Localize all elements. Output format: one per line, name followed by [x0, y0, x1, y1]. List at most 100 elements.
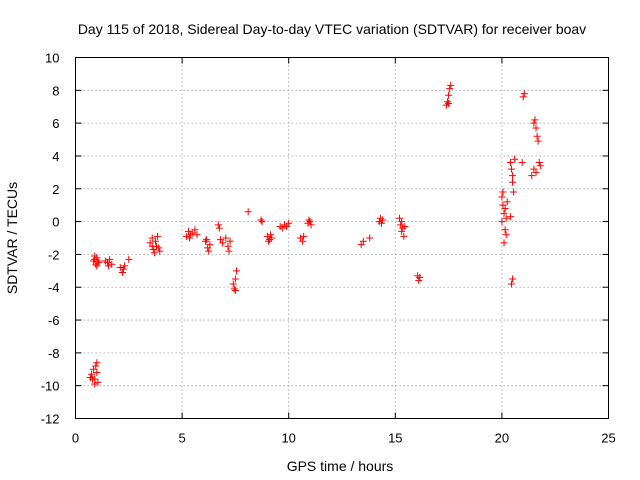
- data-point: [305, 216, 313, 224]
- data-point: [106, 255, 114, 263]
- y-tick-label: -2: [48, 247, 60, 262]
- data-point: [148, 234, 156, 242]
- data-point: [215, 224, 223, 232]
- data-point: [506, 159, 514, 167]
- data-point: [377, 219, 385, 227]
- y-tick-label: 8: [52, 83, 59, 98]
- data-point: [108, 260, 116, 268]
- data-point: [121, 262, 129, 270]
- data-point: [257, 216, 265, 224]
- data-point: [93, 262, 101, 270]
- data-point: [500, 239, 508, 247]
- y-tick-label: -6: [48, 313, 60, 328]
- data-point: [507, 165, 515, 173]
- data-point: [105, 262, 113, 270]
- y-tick-label: 2: [52, 182, 59, 197]
- data-point: [447, 81, 455, 89]
- data-point: [149, 245, 157, 253]
- data-point: [503, 198, 511, 206]
- y-tick-label: -12: [41, 412, 60, 427]
- data-point: [226, 237, 234, 245]
- chart-title: Day 115 of 2018, Sidereal Day-to-day VTE…: [78, 21, 586, 37]
- x-axis-label: GPS time / hours: [287, 458, 394, 474]
- data-point: [91, 380, 99, 388]
- data-point: [299, 237, 307, 245]
- data-point: [506, 213, 514, 221]
- data-point: [535, 159, 543, 167]
- data-point: [264, 237, 272, 245]
- data-point: [87, 370, 95, 378]
- data-point: [520, 90, 528, 98]
- data-point: [268, 234, 276, 242]
- data-point: [444, 98, 452, 106]
- y-tick-label: -10: [41, 379, 60, 394]
- data-point: [118, 268, 126, 276]
- data-point: [205, 247, 213, 255]
- plot-frame: [75, 57, 609, 419]
- data-point: [231, 275, 239, 283]
- data-point: [498, 193, 506, 201]
- data-point: [536, 162, 544, 170]
- data-point: [206, 241, 214, 249]
- data-point: [400, 232, 408, 240]
- data-point: [125, 255, 133, 263]
- data-point: [148, 242, 156, 250]
- data-point: [307, 221, 315, 229]
- data-point: [510, 188, 518, 196]
- y-tick-label: 10: [45, 51, 59, 66]
- data-point: [502, 231, 510, 239]
- data-point: [224, 242, 232, 250]
- data-point: [94, 257, 102, 265]
- data-point: [501, 226, 509, 234]
- data-point: [398, 227, 406, 235]
- data-point: [155, 244, 163, 252]
- y-tick-label: 0: [52, 215, 59, 230]
- data-point: [258, 218, 266, 226]
- data-point: [507, 280, 515, 288]
- data-point: [532, 168, 540, 176]
- data-point: [511, 155, 519, 163]
- y-tick-label: -4: [48, 280, 60, 295]
- data-point: [366, 234, 374, 242]
- data-point: [186, 234, 194, 242]
- data-point: [232, 267, 240, 275]
- y-axis-label: SDTVAR / TECUs: [4, 182, 20, 294]
- data-point: [202, 237, 210, 245]
- data-point: [502, 214, 510, 222]
- data-point: [93, 359, 101, 367]
- x-tick-label: 25: [601, 431, 615, 446]
- data-point: [415, 277, 423, 285]
- data-point: [267, 231, 275, 239]
- x-tick-labels: 0 5 10 15 20 25: [72, 431, 616, 446]
- data-point: [306, 218, 314, 226]
- x-tick-label: 15: [388, 431, 402, 446]
- y-tick-label: 6: [52, 116, 59, 131]
- data-point: [534, 137, 542, 145]
- data-point: [509, 275, 517, 283]
- data-point: [244, 208, 252, 216]
- data-point: [300, 232, 308, 240]
- y-tick-label: 4: [52, 149, 59, 164]
- data-point: [231, 287, 239, 295]
- data-point: [92, 362, 100, 370]
- data-point: [445, 99, 453, 107]
- data-point: [500, 209, 508, 217]
- data-point: [229, 280, 237, 288]
- data-point: [203, 236, 211, 244]
- x-tick-label: 10: [281, 431, 295, 446]
- y-tick-label: -8: [48, 346, 60, 361]
- data-point: [528, 172, 536, 180]
- data-point: [191, 226, 199, 234]
- data-points: [86, 81, 544, 388]
- data-point: [154, 232, 162, 240]
- data-point: [445, 91, 453, 99]
- data-point: [498, 218, 506, 226]
- data-point: [91, 252, 99, 260]
- data-point: [509, 172, 517, 180]
- data-point: [151, 237, 159, 245]
- data-point: [499, 188, 507, 196]
- data-point: [518, 159, 526, 167]
- x-tick-label: 0: [72, 431, 79, 446]
- data-point: [416, 273, 424, 281]
